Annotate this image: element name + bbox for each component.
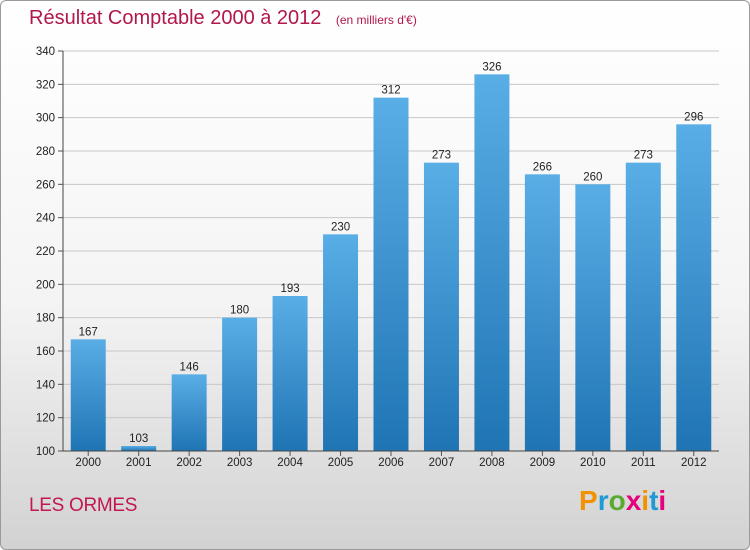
x-tick-label: 2010 [580, 457, 606, 469]
data-label: 260 [583, 171, 602, 183]
axes [62, 51, 719, 452]
x-tick-label: 2012 [681, 457, 707, 469]
logo-letter: i [641, 485, 650, 516]
x-tick-label: 2003 [227, 457, 253, 469]
x-tick-label: 2008 [479, 457, 505, 469]
y-tick-label: 260 [36, 179, 55, 191]
bar [272, 296, 308, 451]
data-label: 167 [79, 326, 98, 338]
y-axis-ticks: 100 120 140 160 180 200 220 240 260 280 300 320 340 [36, 46, 63, 458]
logo-letter: P [579, 485, 598, 516]
data-label: 146 [180, 361, 199, 373]
bar [474, 74, 510, 451]
y-tick-label: 240 [36, 213, 55, 225]
logo-letter: t [649, 485, 659, 516]
bar [323, 234, 359, 451]
y-tick-label: 140 [36, 379, 55, 391]
x-tick-label: 2002 [176, 457, 202, 469]
y-tick-label: 180 [36, 313, 55, 325]
y-tick-label: 280 [36, 146, 55, 158]
chart-title-text: Résultat Comptable 2000 à 2012 [29, 7, 322, 29]
data-label: 103 [129, 433, 148, 445]
x-axis-ticks: 2000 2001 2002 2003 2004 2005 2006 2007 2008 2009… [75, 451, 707, 469]
bar [524, 174, 560, 452]
bar [423, 162, 459, 451]
bar [575, 184, 611, 452]
bar [625, 162, 661, 451]
bar [171, 374, 207, 451]
value-labels: 167 103 146 180 193 230 312 273 326 266 260 273 296 [79, 61, 704, 445]
logo-letter: i [658, 485, 667, 516]
x-tick-label: 2007 [429, 457, 455, 469]
y-tick-label: 160 [36, 346, 55, 358]
x-tick-label: 2006 [378, 457, 404, 469]
data-label: 326 [482, 61, 501, 73]
y-tick-label: 220 [36, 246, 55, 258]
y-tick-label: 300 [36, 113, 55, 125]
proxiti-logo: Proxiti [579, 485, 666, 517]
bars [70, 74, 712, 452]
chart-unit-text: (en milliers d'€) [335, 13, 417, 27]
logo-letter: x [625, 485, 642, 516]
x-tick-label: 2004 [277, 457, 303, 469]
data-label: 296 [684, 111, 703, 123]
x-tick-label: 2009 [530, 457, 556, 469]
data-label: 312 [381, 85, 400, 97]
x-tick-label: 2000 [75, 457, 101, 469]
data-label: 266 [533, 161, 552, 173]
y-tick-label: 120 [36, 413, 55, 425]
y-tick-label: 100 [36, 446, 55, 458]
logo-letter: r [597, 485, 609, 516]
data-label: 273 [432, 150, 451, 162]
bar [373, 97, 409, 452]
bar [70, 339, 106, 451]
y-tick-label: 200 [36, 279, 55, 291]
location-name: LES ORMES [29, 495, 138, 516]
bar [121, 446, 157, 451]
data-label: 230 [331, 221, 350, 233]
x-tick-label: 2001 [126, 457, 152, 469]
y-tick-label: 320 [36, 79, 55, 91]
x-tick-label: 2005 [328, 457, 354, 469]
y-tick-label: 340 [36, 46, 55, 58]
logo-letter: o [608, 485, 626, 516]
bar [222, 317, 258, 451]
x-tick-label: 2011 [631, 457, 656, 469]
data-label: 273 [634, 150, 653, 162]
chart-title: Résultat Comptable 2000 à 2012 (en milli… [29, 7, 417, 30]
data-label: 193 [280, 283, 299, 295]
bar [676, 124, 712, 451]
data-label: 180 [230, 305, 249, 317]
